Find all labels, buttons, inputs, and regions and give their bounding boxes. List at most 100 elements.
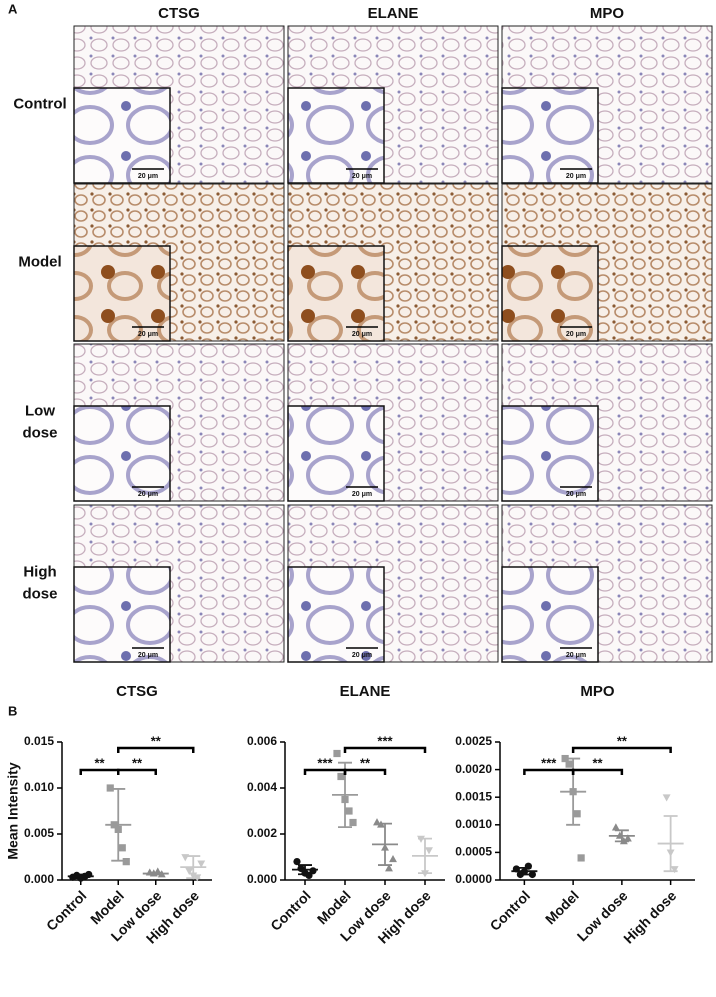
scale-bar-label: 20 μm xyxy=(352,173,372,180)
micrograph-inset xyxy=(287,87,385,184)
y-tick-label: 0.005 xyxy=(24,826,54,840)
row-label: Model xyxy=(18,253,61,270)
data-point xyxy=(185,867,194,876)
y-tick-label: 0.000 xyxy=(24,872,54,886)
significance-label: ** xyxy=(94,755,105,770)
data-point xyxy=(333,749,341,758)
column-header: ELANE xyxy=(368,5,419,22)
data-point xyxy=(293,857,301,866)
row-label: Low dose xyxy=(22,402,57,441)
micrograph-inset xyxy=(73,87,171,184)
error-bar xyxy=(111,788,126,862)
micrograph-inset xyxy=(287,245,385,342)
y-tick-label: 0.006 xyxy=(247,734,277,748)
y-tick-label: 0.000 xyxy=(247,872,277,886)
micrograph-inset xyxy=(73,566,171,663)
data-point xyxy=(577,854,585,862)
significance-bracket xyxy=(571,768,624,775)
micrograph-inset xyxy=(73,405,171,502)
error-bar xyxy=(614,829,629,843)
data-point xyxy=(345,807,353,815)
y-tick-label: 0.0015 xyxy=(455,789,492,803)
chart-title: CTSG xyxy=(116,683,158,700)
significance-bracket xyxy=(523,768,575,775)
scale-bar-label: 20 μm xyxy=(352,491,372,498)
y-tick-label: 0.002 xyxy=(247,826,277,840)
significance-label: *** xyxy=(377,733,393,748)
x-tick-label: Model xyxy=(542,887,582,927)
scale-bar-label: 20 μm xyxy=(352,652,372,659)
data-point xyxy=(611,823,620,831)
significance-bracket xyxy=(571,746,672,753)
chart-title: ELANE xyxy=(340,683,391,700)
scale-bar-label: 20 μm xyxy=(138,331,158,338)
x-tick-label: Control xyxy=(487,887,534,934)
data-point xyxy=(385,864,393,872)
row-label: Control xyxy=(13,95,66,112)
scale-bar-label: 20 μm xyxy=(566,491,586,498)
y-tick-label: 0.015 xyxy=(24,734,54,748)
error-bar xyxy=(73,873,88,880)
y-axis-label: Mean Intensity xyxy=(5,762,21,859)
significance-label: ** xyxy=(360,755,371,770)
error-bar xyxy=(418,837,432,874)
x-tick-label: Control xyxy=(43,887,90,934)
data-point xyxy=(349,818,357,827)
data-point xyxy=(309,867,317,875)
scale-bar-label: 20 μm xyxy=(566,331,586,338)
significance-bracket xyxy=(117,746,195,753)
scale-bar-label: 20 μm xyxy=(138,491,158,498)
significance-label: *** xyxy=(317,755,333,770)
significance-bracket xyxy=(343,768,387,775)
error-bar xyxy=(378,822,392,866)
scale-bar-label: 20 μm xyxy=(566,652,586,659)
micrograph-inset xyxy=(501,245,599,342)
significance-label: ** xyxy=(132,755,143,770)
micrograph-inset xyxy=(73,245,171,342)
row-label-line: High xyxy=(23,563,56,580)
data-point xyxy=(197,860,206,868)
scale-bar-label: 20 μm xyxy=(138,652,158,659)
x-tick-label: High dose xyxy=(620,887,679,946)
panel-label: B xyxy=(8,703,17,718)
column-header: MPO xyxy=(590,5,625,22)
error-bar xyxy=(663,815,678,873)
data-point xyxy=(106,784,114,792)
significance-bracket xyxy=(79,768,120,775)
data-point xyxy=(528,870,536,879)
data-point xyxy=(118,844,126,852)
data-point xyxy=(561,754,569,763)
data-point xyxy=(389,854,397,863)
data-point xyxy=(565,760,573,768)
error-bar xyxy=(186,855,201,880)
error-bar xyxy=(148,871,163,876)
micrograph-inset xyxy=(287,566,385,663)
data-point xyxy=(662,794,671,802)
y-tick-label: 0.0000 xyxy=(455,872,492,886)
significance-label: ** xyxy=(151,733,162,748)
scale-bar-label: 20 μm xyxy=(138,173,158,180)
y-tick-label: 0.0025 xyxy=(455,734,492,748)
y-tick-label: 0.0005 xyxy=(455,845,492,859)
y-tick-label: 0.010 xyxy=(24,780,54,794)
error-bar xyxy=(298,864,312,876)
significance-label: ** xyxy=(617,733,628,748)
scale-bar-label: 20 μm xyxy=(566,173,586,180)
panel-label: A xyxy=(8,1,18,16)
significance-bracket xyxy=(117,768,157,775)
row-label-line: Low xyxy=(25,402,55,419)
error-bar xyxy=(517,866,532,876)
y-tick-label: 0.004 xyxy=(247,780,277,794)
significance-bracket xyxy=(343,746,427,753)
micrograph-inset xyxy=(501,87,599,184)
data-point xyxy=(425,847,433,855)
column-header: CTSG xyxy=(158,5,200,22)
chart-title: MPO xyxy=(580,683,615,700)
row-label: High dose xyxy=(22,563,57,602)
micrograph-inset xyxy=(501,566,599,663)
micrograph-inset xyxy=(287,405,385,502)
data-point xyxy=(623,834,632,842)
significance-label: *** xyxy=(541,755,557,770)
y-tick-label: 0.0020 xyxy=(455,762,492,776)
